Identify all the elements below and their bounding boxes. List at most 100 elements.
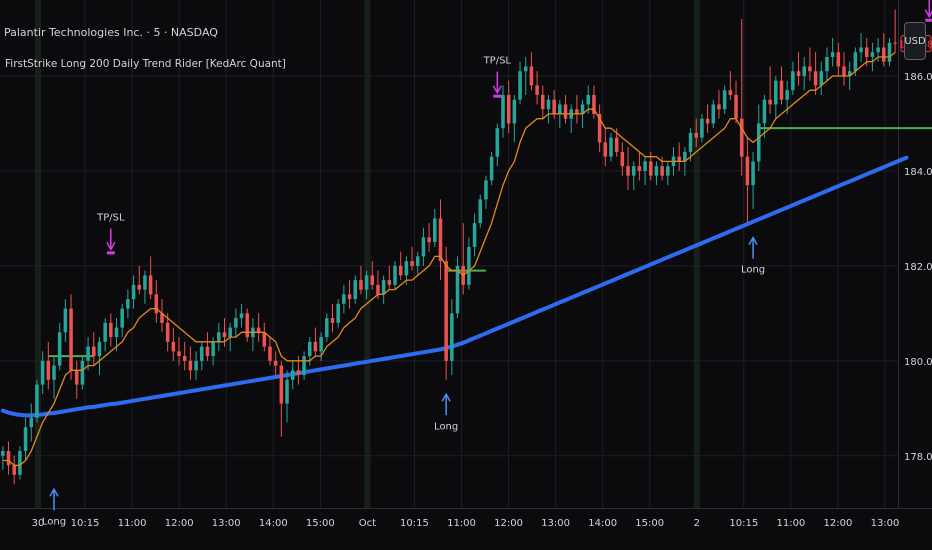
candle-body	[46, 360, 51, 380]
candle-body	[853, 52, 858, 72]
candle-body	[336, 303, 340, 323]
candle-body	[80, 360, 85, 385]
candle-body	[245, 313, 249, 338]
long-signal-arrowhead	[49, 487, 59, 497]
candle-body	[177, 351, 181, 357]
x-tick-label: 30	[32, 518, 45, 529]
ema-fast-line	[2, 51, 896, 466]
candle-body	[364, 275, 369, 290]
candle-body	[433, 218, 437, 243]
exit-arrowhead	[492, 85, 502, 95]
candle-body	[688, 132, 693, 152]
candle-body	[774, 80, 778, 105]
y-tick-label: 186.00	[904, 72, 932, 83]
candle-body	[325, 318, 329, 338]
candle-body	[887, 42, 892, 62]
candle-body	[830, 52, 835, 57]
candle-body	[137, 284, 142, 290]
candle-body	[353, 280, 357, 300]
candle-body	[154, 294, 159, 314]
candle-body	[552, 99, 556, 114]
candle-body	[120, 308, 124, 328]
candle-body	[262, 332, 267, 347]
candle-body	[370, 275, 375, 285]
candle-body	[762, 99, 767, 124]
candle-body	[467, 246, 471, 285]
candle-body	[165, 322, 170, 342]
candle-body	[109, 322, 113, 338]
candle-body	[268, 346, 272, 361]
candle-body	[808, 66, 812, 72]
candle-body	[342, 294, 346, 304]
x-tick-label: 11:00	[447, 518, 476, 529]
candle-body	[143, 275, 147, 290]
candle-body	[63, 308, 68, 333]
candle-body	[717, 104, 721, 110]
candle-body	[614, 137, 619, 152]
candle-body	[756, 123, 761, 162]
currency-button[interactable]: USD	[904, 22, 926, 60]
candle-body	[205, 346, 210, 357]
candle-body	[643, 161, 647, 171]
candle-body	[847, 71, 852, 76]
candle-body	[779, 80, 784, 100]
candle-body	[444, 261, 448, 361]
exit-marker	[106, 251, 115, 255]
x-tick-label: 12:00	[494, 518, 523, 529]
long-signal-label: Long	[434, 421, 458, 432]
candle-body	[728, 90, 733, 95]
candle-body	[512, 99, 517, 124]
candle-body	[734, 94, 738, 119]
candle-body	[171, 341, 176, 352]
candle-body	[256, 327, 261, 333]
ma200-line	[0, 155, 909, 418]
candle-body	[273, 360, 278, 366]
candle-body	[131, 284, 136, 300]
candle-body	[307, 341, 312, 357]
candle-body	[97, 341, 102, 357]
candle-body	[870, 52, 875, 57]
candle-body	[415, 256, 420, 266]
candle-body	[705, 118, 710, 124]
candle-body	[711, 104, 716, 124]
candle-body	[438, 218, 443, 262]
candle-body	[722, 90, 727, 110]
candle-body	[126, 299, 130, 309]
candle-body	[290, 370, 295, 380]
candle-body	[234, 318, 238, 328]
candle-body	[489, 156, 494, 181]
candle-body	[347, 294, 352, 300]
candle-body	[882, 47, 886, 62]
candle-body	[1, 451, 5, 456]
x-tick-label: 10:15	[71, 518, 100, 529]
y-tick-label: 182.00	[904, 262, 932, 273]
candle-body	[188, 360, 193, 371]
candle-body	[563, 104, 568, 119]
candle-body	[654, 166, 659, 176]
candle-body	[279, 365, 284, 404]
candle-body	[751, 161, 755, 186]
candle-body	[541, 94, 545, 110]
candle-body	[18, 451, 22, 475]
candle-body	[864, 47, 869, 57]
candle-body	[381, 280, 386, 295]
candle-body	[29, 417, 34, 428]
candle-body	[501, 94, 505, 129]
candle-body	[791, 71, 795, 91]
x-tick-label: 13:00	[541, 518, 570, 529]
candle-body	[506, 94, 511, 124]
candle-body	[796, 71, 801, 76]
candle-body	[404, 261, 409, 276]
long-signal-arrowhead	[748, 236, 758, 246]
candle-body	[597, 113, 602, 143]
candle-body	[330, 318, 335, 323]
x-tick-label: 10:15	[400, 518, 429, 529]
candle-body	[302, 356, 306, 376]
candle-body	[450, 313, 454, 361]
candle-body	[637, 166, 642, 171]
long-signal-label: Long	[741, 265, 765, 276]
exit-marker	[925, 18, 932, 22]
candle-body	[103, 322, 107, 342]
x-tick-label: Oct	[359, 518, 376, 529]
